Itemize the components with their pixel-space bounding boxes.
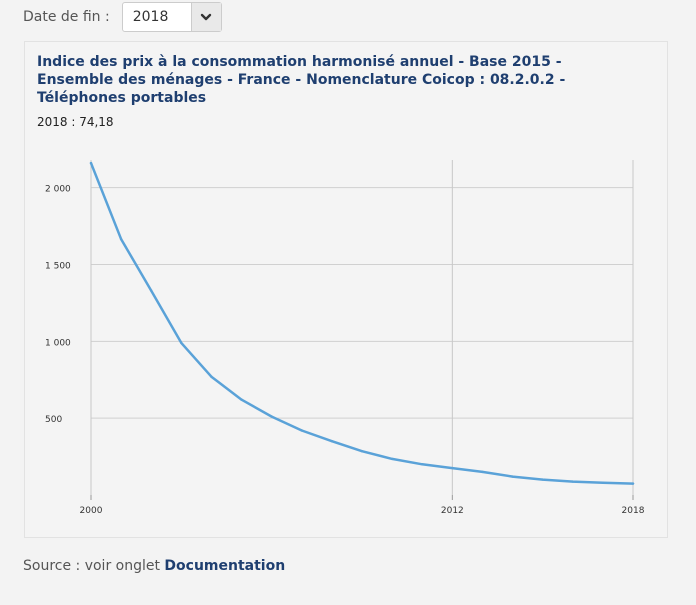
end-date-select[interactable]: 2018 <box>121 2 222 32</box>
data-point <box>360 450 364 453</box>
data-point <box>150 289 153 292</box>
x-tick-label: 2012 <box>441 506 464 516</box>
data-point <box>390 457 394 461</box>
data-point <box>601 481 605 484</box>
source-line: Source : voir onglet Documentation <box>23 558 285 574</box>
source-prefix: Source : voir onglet <box>23 558 160 574</box>
data-point <box>541 478 544 481</box>
data-point <box>571 480 574 483</box>
data-point <box>421 463 424 466</box>
data-point <box>481 470 484 474</box>
data-point <box>270 415 273 418</box>
data-point <box>631 482 635 485</box>
y-tick-label: 2 000 <box>45 185 71 195</box>
x-tick-label: 2018 <box>622 506 645 516</box>
data-point <box>240 398 243 401</box>
data-point <box>330 440 334 443</box>
y-tick-label: 1 500 <box>45 261 71 271</box>
date-filter-label: Date de fin : <box>23 9 110 25</box>
end-date-select-value: 2018 <box>132 9 169 25</box>
data-point <box>451 466 454 470</box>
data-point <box>180 341 183 345</box>
series-line <box>89 161 635 485</box>
chart-title: Indice des prix à la consommation harmon… <box>37 54 566 106</box>
documentation-link[interactable]: Documentation <box>164 558 286 574</box>
data-point <box>210 375 213 378</box>
x-tick-label: 2000 <box>80 506 103 516</box>
y-tick-label: 500 <box>45 415 62 425</box>
date-filter: Date de fin : 2018 <box>23 0 222 34</box>
data-point <box>89 161 93 165</box>
data-point <box>511 475 514 478</box>
data-point <box>300 429 303 432</box>
chart-panel: Indice des prix à la consommation harmon… <box>24 41 668 538</box>
chart-subtitle: 2018 : 74,18 <box>37 115 114 129</box>
data-point <box>119 237 123 241</box>
y-tick-label: 1 000 <box>45 338 71 348</box>
line-chart: 500 1 000 1 500 2 000 2000 2012 2018 <box>45 160 645 516</box>
chevron-down-icon[interactable] <box>190 3 221 31</box>
